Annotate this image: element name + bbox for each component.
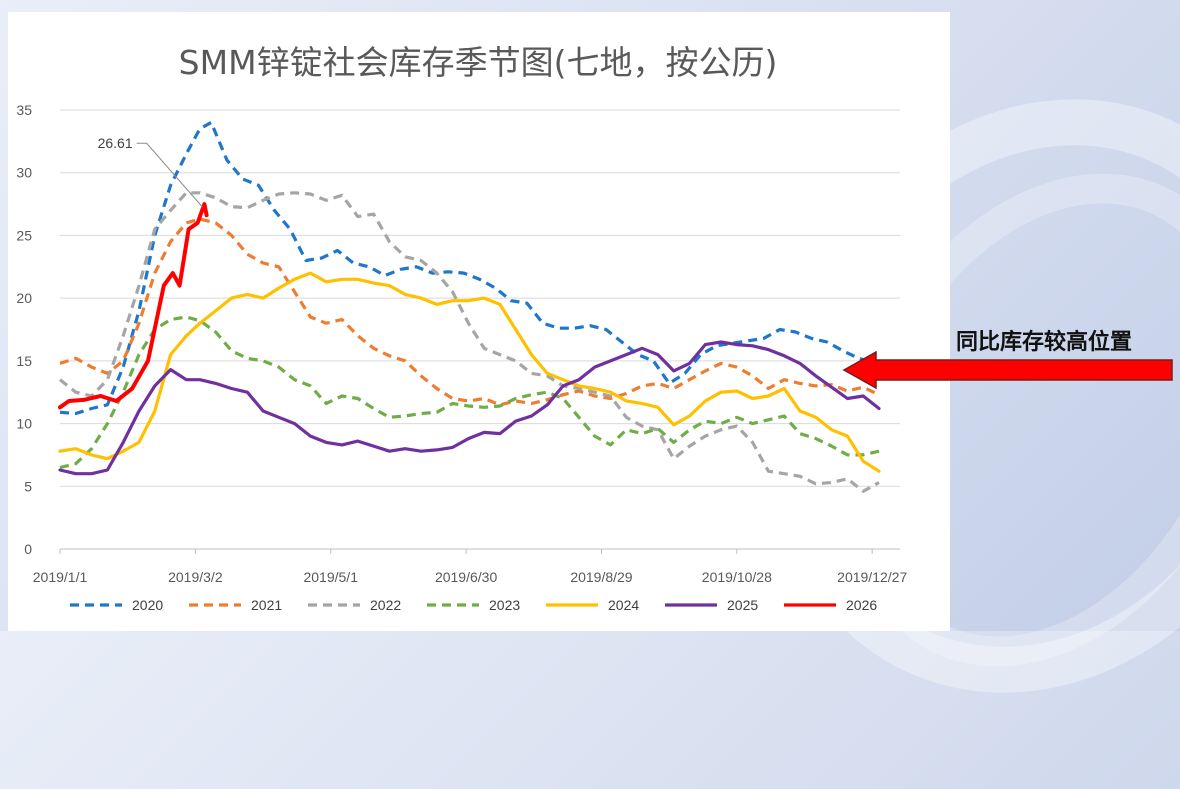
annotation-layer: 26.61: [98, 135, 204, 208]
y-tick-label: 5: [24, 478, 32, 494]
y-tick-label: 20: [16, 290, 32, 306]
gridlines: [60, 109, 900, 550]
x-axis: 2019/1/1 2019/3/2 2019/5/1 2019/6/30 2019/8/…: [33, 549, 907, 585]
y-tick-label: 10: [16, 416, 32, 432]
legend-label-2021: 2021: [251, 597, 282, 613]
x-tick-label: 2019/5/1: [303, 569, 358, 585]
annotation-label: 26.61: [98, 135, 133, 151]
series-line-2025: [58, 340, 881, 476]
series-line-2023: [59, 315, 880, 470]
x-tick-label: 2019/1/1: [33, 569, 88, 585]
series-lines: [58, 120, 881, 493]
callout-label: 同比库存较高位置: [956, 330, 1133, 355]
x-tick-label: 2019/6/30: [435, 569, 497, 585]
x-tick-label: 2019/8/29: [570, 569, 632, 585]
series-line-2022: [59, 191, 880, 493]
series-line-2024: [58, 271, 881, 473]
y-tick-label: 15: [16, 353, 32, 369]
series-line-2026: [58, 202, 209, 410]
legend: 2020 2021 2022 2023 2024 2025 2026: [70, 597, 877, 613]
y-tick-label: 30: [16, 165, 32, 181]
y-axis: 0 5 10 15 20 25 30 35: [16, 102, 32, 557]
series-line-2020: [59, 120, 869, 416]
legend-label-2026: 2026: [846, 597, 877, 613]
x-tick-label: 2019/12/27: [837, 569, 907, 585]
legend-label-2020: 2020: [132, 597, 163, 613]
chart-panel: SMM锌锭社会库存季节图(七地，按公历) 0 5 10 15 20 25 30 35 2019…: [8, 12, 950, 631]
x-tick-label: 2019/10/28: [702, 569, 772, 585]
legend-label-2025: 2025: [727, 597, 758, 613]
annotation-leader-line: [136, 142, 204, 208]
y-tick-label: 25: [16, 227, 32, 243]
x-tick-label: 2019/3/2: [168, 569, 223, 585]
y-tick-label: 0: [24, 541, 32, 557]
chart-title: SMM锌锭社会库存季节图(七地，按公历): [179, 43, 778, 82]
legend-label-2024: 2024: [608, 597, 639, 613]
y-tick-label: 35: [16, 102, 32, 118]
callout-arrow-icon: [842, 350, 1173, 390]
legend-label-2023: 2023: [489, 597, 520, 613]
legend-label-2022: 2022: [370, 597, 401, 613]
